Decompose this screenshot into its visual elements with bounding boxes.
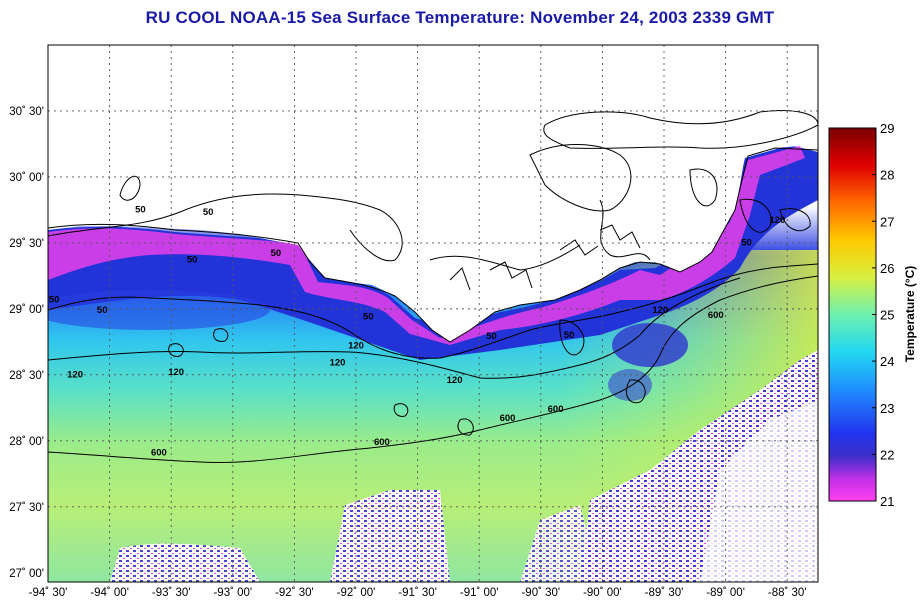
isobath-label: 50: [271, 248, 282, 259]
lat-label: 29˚ 30': [9, 238, 44, 250]
map-title: RU COOL NOAA-15 Sea Surface Temperature:…: [145, 8, 775, 27]
isobath-label: 50: [741, 238, 752, 249]
isobath-label: 120: [168, 367, 184, 378]
isobath-label: 120: [447, 375, 463, 386]
colorbar-tick-label: 26: [880, 261, 894, 276]
longitude-labels: -94˚ 30' -94˚ 00' -93˚ 30' -93˚ 00' -92˚ 30'…: [29, 587, 807, 599]
colorbar-tick-label: 27: [880, 214, 894, 229]
isobath-label: 50: [486, 331, 497, 342]
colorbar-tick-label: 29: [880, 121, 894, 136]
lat-label: 30˚ 00': [9, 172, 44, 184]
lat-label: 30˚ 30': [9, 106, 44, 118]
lon-label: -90˚ 30': [521, 587, 560, 599]
colorbar-tick-label: 23: [880, 401, 894, 416]
isobath-label: 600: [548, 404, 564, 415]
isobath-label: 600: [500, 413, 516, 424]
lon-label: -91˚ 30': [398, 587, 437, 599]
isobath-label: 600: [151, 447, 167, 458]
lon-label: -88˚ 30': [768, 587, 807, 599]
isobath-label: 50: [49, 294, 60, 305]
isobath-label: 600: [374, 437, 390, 448]
latitude-labels: 30˚ 30' 30˚ 00' 29˚ 30' 29˚ 00' 28˚ 30' 28˚ 0…: [9, 106, 44, 580]
lon-label: -92˚ 00': [337, 587, 376, 599]
lon-label: -94˚ 30': [29, 587, 68, 599]
colorbar-gradient: [828, 127, 877, 502]
colorbar: 29 28 27 26 25 24 23 22 21 Temperature (°C): [828, 121, 917, 509]
isobath-label: 120: [67, 369, 83, 380]
lon-label: -93˚ 30': [152, 587, 191, 599]
lon-label: -89˚ 00': [706, 587, 745, 599]
isobath-label: 120: [330, 358, 346, 369]
isobath-label: 50: [363, 311, 374, 322]
isobath-label: 50: [135, 205, 146, 216]
colorbar-tick-label: 28: [880, 168, 894, 183]
isobath-label: 50: [187, 255, 198, 266]
isobath-label: 120: [769, 215, 785, 226]
isobath-label: 50: [97, 305, 108, 316]
colorbar-tick-label: 21: [880, 494, 894, 509]
lon-label: -94˚ 00': [90, 587, 129, 599]
lat-label: 29˚ 00': [9, 304, 44, 316]
colorbar-tick-label: 24: [880, 354, 894, 369]
colorbar-title: Temperature (°C): [903, 266, 917, 363]
isobath-label: 600: [708, 310, 724, 321]
lat-label: 28˚ 00': [9, 436, 44, 448]
isobath-label: 50: [564, 330, 575, 341]
sst-imagery: [48, 45, 818, 582]
lon-label: -90˚ 00': [583, 587, 622, 599]
colorbar-ticks: 29 28 27 26 25 24 23 22 21: [872, 121, 894, 509]
isobath-label: 50: [203, 207, 214, 218]
lat-label: 28˚ 30': [9, 370, 44, 382]
lat-label: 27˚ 30': [9, 502, 44, 514]
isobath-label: 120: [652, 305, 668, 316]
lat-lon-grid: [48, 45, 818, 582]
colorbar-tick-label: 22: [880, 447, 894, 462]
lat-label: 27˚ 00': [9, 568, 44, 580]
map-frame: [47, 44, 819, 583]
colorbar-tick-label: 25: [880, 308, 894, 323]
lon-label: -93˚ 00': [213, 587, 252, 599]
lon-label: -89˚ 30': [645, 587, 684, 599]
lon-label: -91˚ 00': [460, 587, 499, 599]
lon-label: -92˚ 30': [275, 587, 314, 599]
isobath-label: 120: [348, 340, 364, 351]
